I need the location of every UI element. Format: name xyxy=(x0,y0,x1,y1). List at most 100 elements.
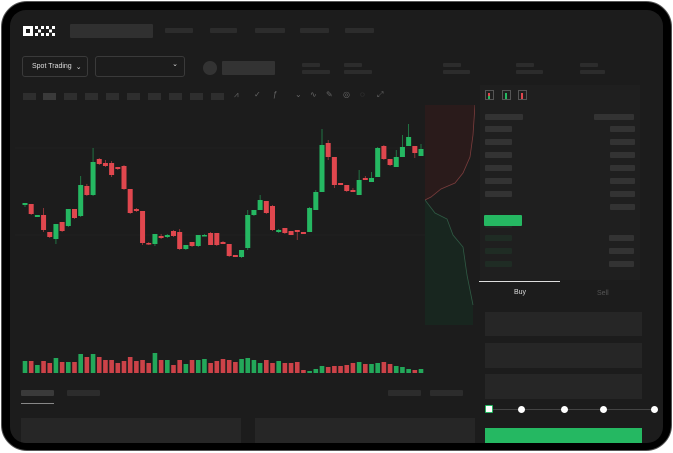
pencil-icon[interactable]: ✎ xyxy=(326,90,333,99)
search-bar[interactable] xyxy=(70,24,153,38)
volume-bar xyxy=(158,360,164,373)
candle-body xyxy=(356,180,362,195)
volume-bar xyxy=(103,360,108,373)
pair-select[interactable]: ⌄ xyxy=(95,56,185,77)
candle-body xyxy=(369,178,374,182)
candle-body xyxy=(208,233,214,245)
nav-item[interactable] xyxy=(165,28,193,33)
ask-amount xyxy=(610,126,635,132)
slider-step-25[interactable] xyxy=(518,406,525,413)
candle-body xyxy=(239,250,245,257)
volume-bar xyxy=(53,358,59,373)
tab-open-orders[interactable] xyxy=(21,390,54,396)
candle-body xyxy=(201,235,207,237)
book-view-both-icon[interactable] xyxy=(485,90,494,100)
candle-body xyxy=(65,209,71,226)
chevron-down-icon: ⌄ xyxy=(172,61,178,68)
chart-type-icon[interactable]: ✓ xyxy=(254,90,261,99)
candle-body xyxy=(214,233,220,245)
timeframe-button[interactable] xyxy=(127,93,140,100)
slider-step-50[interactable] xyxy=(561,406,568,413)
ask-price xyxy=(485,191,512,197)
volume-bar xyxy=(165,360,170,373)
volume-bar xyxy=(59,362,65,373)
stat-label xyxy=(580,63,598,67)
candle-body xyxy=(350,190,356,192)
ask-price xyxy=(485,165,512,171)
volume-bar xyxy=(115,363,121,373)
candle-body xyxy=(226,244,232,256)
slider-step-75[interactable] xyxy=(600,406,607,413)
nav-item[interactable] xyxy=(210,28,237,33)
price-input[interactable] xyxy=(485,312,642,336)
timeframe-button[interactable] xyxy=(64,93,77,100)
target-icon[interactable]: ◎ xyxy=(343,90,350,99)
book-view-bids-icon[interactable] xyxy=(502,90,511,100)
depth-bids-line xyxy=(425,199,474,306)
book-view-asks-icon[interactable] xyxy=(518,90,527,100)
candle-body xyxy=(102,163,108,166)
candle-body xyxy=(331,157,337,185)
candle-body xyxy=(28,204,34,214)
candle-body xyxy=(133,209,139,211)
candle-body xyxy=(399,147,405,157)
timer-icon[interactable]: ◌ xyxy=(360,90,365,99)
volume-bar xyxy=(146,363,152,373)
okx-logo[interactable] xyxy=(23,25,59,37)
volume-bar xyxy=(251,360,257,373)
volume-bar xyxy=(171,365,176,373)
ask-price xyxy=(485,152,512,158)
timeframe-button[interactable] xyxy=(23,93,36,100)
candle-body xyxy=(146,243,152,245)
tab-sell[interactable]: Sell xyxy=(597,290,609,297)
filter-button[interactable] xyxy=(388,390,421,396)
slider-step-100[interactable] xyxy=(651,406,658,413)
volume-bar xyxy=(195,360,201,373)
total-input[interactable] xyxy=(485,374,642,399)
volume-bar xyxy=(264,360,269,373)
expand-icon[interactable]: ⤢ xyxy=(377,90,384,99)
slider-handle[interactable] xyxy=(485,405,493,413)
candle-body xyxy=(338,183,344,185)
nav-item[interactable] xyxy=(300,28,329,33)
timeframe-button[interactable] xyxy=(190,93,203,100)
candle-body xyxy=(362,178,368,180)
candle-body xyxy=(84,186,90,195)
timeframe-button[interactable] xyxy=(148,93,161,100)
amount-input[interactable] xyxy=(485,343,642,368)
buy-tab-underline xyxy=(479,281,560,282)
trendline-icon[interactable]: ∿ xyxy=(310,90,317,99)
filter-button[interactable] xyxy=(430,390,463,396)
indicator-icon[interactable]: ⩘ xyxy=(234,90,239,99)
nav-item[interactable] xyxy=(255,28,285,33)
pair-price xyxy=(222,61,275,75)
trading-screen: Spot Trading ⌄ ⌄ ⩘ ✓ ƒ ⌄ ∿ ✎ ◎ ◌ ⤢ Buy S… xyxy=(10,10,663,443)
timeframe-button[interactable] xyxy=(169,93,182,100)
nav-item[interactable] xyxy=(345,28,374,33)
stat-label xyxy=(443,63,461,67)
timeframe-button[interactable] xyxy=(85,93,98,100)
timeframe-button[interactable] xyxy=(211,93,224,100)
volume-bar xyxy=(276,361,281,373)
candle-body xyxy=(412,146,418,153)
depth-chart xyxy=(425,105,475,325)
candle-body xyxy=(22,203,28,205)
amount-slider-track[interactable] xyxy=(490,409,656,410)
market-type-select[interactable]: Spot Trading ⌄ xyxy=(22,56,88,77)
timeframe-button[interactable] xyxy=(43,93,56,100)
fx-icon[interactable]: ƒ xyxy=(273,90,278,99)
volume-bar xyxy=(140,360,145,373)
chevron-down-icon[interactable]: ⌄ xyxy=(295,90,302,99)
candle-body xyxy=(300,232,306,234)
tab-buy[interactable]: Buy xyxy=(514,289,527,296)
candlestick-chart[interactable] xyxy=(15,105,425,380)
tab-order-history[interactable] xyxy=(67,390,100,396)
timeframe-button[interactable] xyxy=(106,93,119,100)
volume-bar xyxy=(412,370,418,373)
volume-bar xyxy=(257,363,263,373)
candle-body xyxy=(152,234,158,244)
buy-button[interactable] xyxy=(485,428,642,443)
volume-bar xyxy=(350,363,356,373)
bid-amount xyxy=(609,235,634,241)
volume-bar xyxy=(22,361,28,373)
